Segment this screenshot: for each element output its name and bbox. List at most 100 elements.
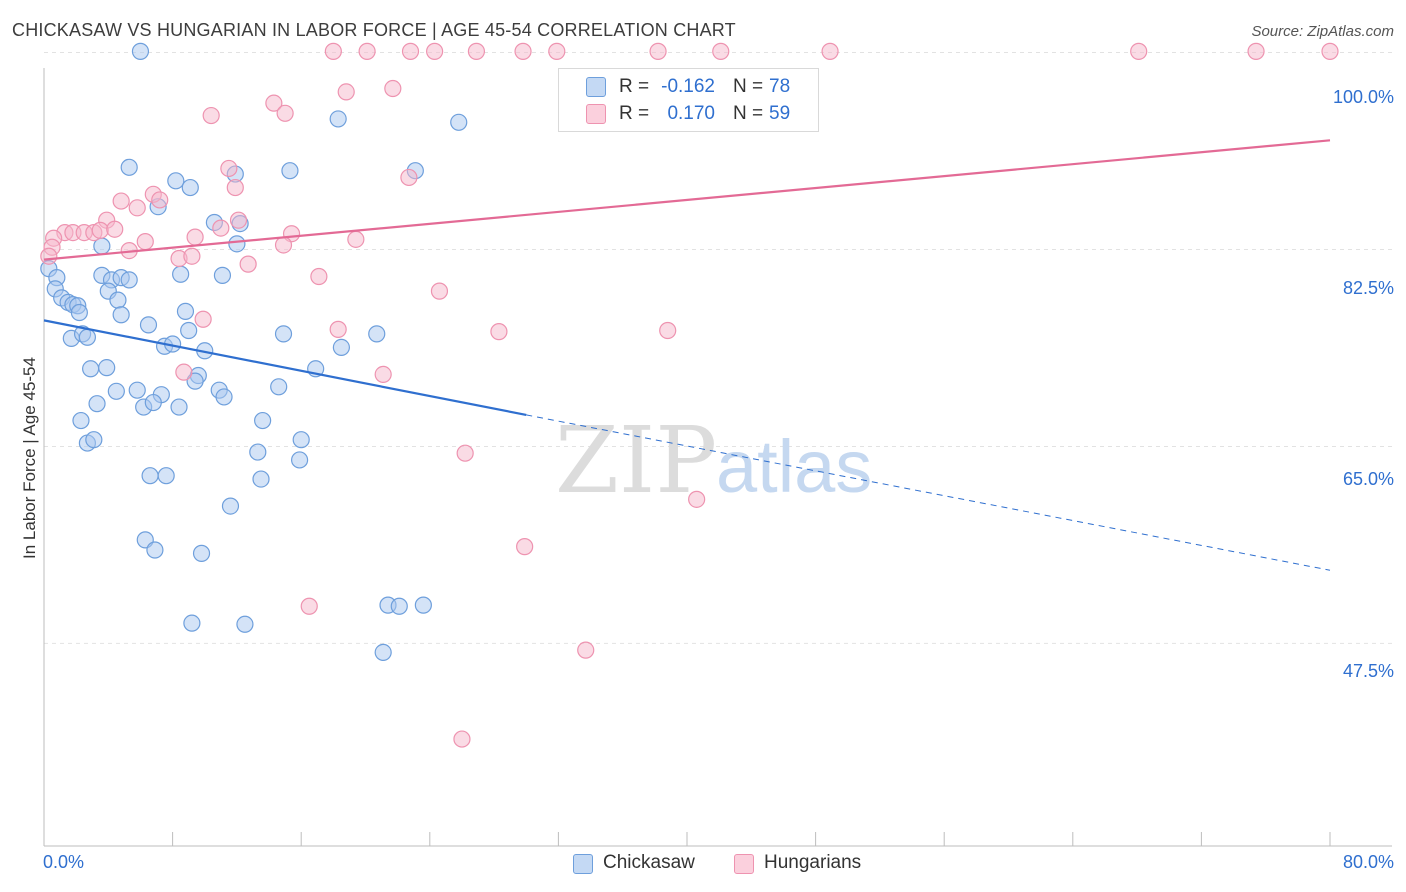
hungarians-swatch [734,854,754,874]
hungarians-point [1247,42,1265,60]
hungarians-point [548,42,566,60]
chickasaw-point [107,382,125,400]
chickasaw-point [368,325,386,343]
chickasaw-point [120,158,138,176]
chickasaw-point [228,235,246,253]
chickasaw-point [180,321,198,340]
hungarians-point [183,247,201,265]
hungarians-point [659,321,677,340]
chickasaw-point [270,378,288,396]
chickasaw-point [131,42,150,60]
hungarians-point [194,310,212,328]
hungarians-point [490,323,508,341]
hungarians-point [274,236,293,254]
hungarians-point [577,641,595,659]
hungarians-point [220,159,238,178]
hungarians-point [514,42,532,60]
chickasaw-point [292,431,310,449]
y-tick-47-5: 47.5% [1342,661,1394,681]
stats-row-chickasaw: R = -0.162 N = 78 [559,74,818,100]
chickasaw-point [167,172,185,190]
chickasaw-point [192,544,211,562]
x-tick-max: 80.0% [1342,852,1394,872]
hungarians-point [456,444,474,462]
stats-legend: R = -0.162 N = 78 R = 0.170 N = 59 [558,68,819,132]
hungarians-point [136,232,154,251]
chickasaw-point [176,302,195,320]
hungarians-point [106,220,124,238]
data-points [40,42,1339,748]
gridlines [44,52,1392,644]
chickasaw-point [88,395,106,413]
hungarians-point [821,42,839,60]
chickasaw-point [72,411,90,430]
chickasaw-point [78,328,97,346]
chickasaw-point [181,178,199,197]
hungarians-point [276,104,294,122]
chickasaw-point [213,266,232,284]
n-label: N = [733,76,764,97]
chickasaw-point [85,431,103,449]
hungarians-point [453,730,471,748]
chickasaw-point [274,325,293,343]
chickasaw-point [172,265,190,283]
chickasaw-point [139,316,158,334]
chickasaw-point [221,497,240,515]
chickasaw-point [374,643,392,662]
hungarians-point [347,230,365,248]
chickasaw-swatch [573,854,593,874]
source-label: Source: ZipAtlas.com [1251,23,1394,40]
chickasaw-point [414,596,432,614]
hungarians-point [300,597,318,615]
chickasaw-point [290,451,309,469]
hungarians-point [1130,42,1148,60]
chickasaw-trend-line [43,319,527,417]
chickasaw-swatch [586,77,606,97]
hungarians-point [358,42,376,60]
hungarians-point [310,267,328,286]
hungarians-point [324,42,342,60]
hungarians-point [91,221,109,239]
hungarians-point [426,42,444,60]
hungarians-point [384,79,402,98]
chart-title: CHICKASAW VS HUNGARIAN IN LABOR FORCE | … [12,20,736,40]
chickasaw-point [390,597,408,615]
chickasaw-point [450,113,468,131]
chickasaw-trend-extension [526,414,1331,571]
r-label: R = [619,103,650,124]
hungarians-trend-line [43,139,1331,261]
y-tick-82-5: 82.5% [1342,278,1394,298]
chickasaw-point [109,291,127,309]
chickasaw-point [332,338,350,356]
chickasaw-point [157,467,175,485]
hungarians-point [1321,42,1339,60]
hungarians-point [40,247,58,265]
chickasaw-point [146,541,164,559]
chickasaw-point [329,110,347,128]
hungarians-point [239,255,257,273]
chickasaw-point [215,388,233,406]
hungarians-point [112,192,130,210]
n-value: 59 [769,103,791,124]
hungarians-swatch [586,104,606,124]
hungarians-point [649,42,667,60]
hungarians-point [400,168,418,187]
chickasaw-point [120,271,138,289]
r-label: R = [619,76,650,97]
chickasaw-point [82,360,100,378]
stats-row-hungarians: R = 0.170 N = 59 [559,101,818,127]
watermark-atlas: atlas [716,425,872,508]
hungarians-point [337,83,355,101]
hungarians-point [128,199,146,217]
hungarians-point [226,178,244,197]
y-tick-65: 65.0% [1342,469,1394,489]
trend-lines [43,139,1331,571]
chickasaw-point [281,162,299,180]
chickasaw-point [141,467,159,485]
hungarians-point [202,106,220,125]
hungarians-point [401,42,420,60]
hungarians-point [467,42,486,60]
chickasaw-point [144,393,162,412]
n-label: N = [733,103,764,124]
hungarians-point [516,538,534,556]
